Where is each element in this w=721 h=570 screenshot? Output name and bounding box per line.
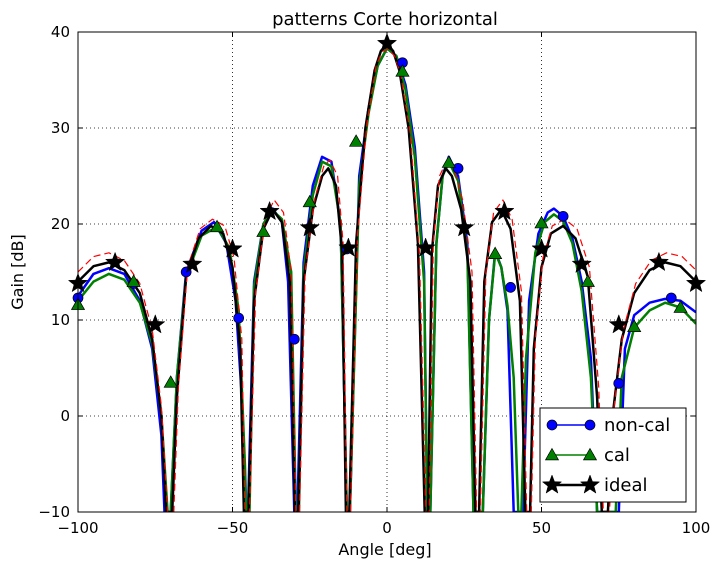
marker-non-cal bbox=[233, 312, 245, 324]
y-tick-label: 40 bbox=[51, 23, 70, 41]
x-tick-label: 0 bbox=[382, 519, 392, 537]
marker-cal bbox=[534, 215, 549, 229]
marker-cal bbox=[256, 224, 271, 237]
y-tick-label: 30 bbox=[51, 119, 70, 137]
marker-ideal bbox=[454, 217, 475, 237]
y-tick-label: 10 bbox=[51, 311, 70, 329]
marker-non-cal bbox=[665, 292, 677, 304]
marker-ideal bbox=[259, 200, 280, 221]
marker-ideal bbox=[299, 217, 320, 237]
series-line-reference bbox=[78, 48, 696, 512]
legend-marker-non-cal bbox=[584, 419, 596, 431]
legend-marker-ideal bbox=[541, 474, 563, 494]
y-tick-label: 0 bbox=[60, 407, 70, 425]
legend-label-non-cal: non-cal bbox=[604, 415, 670, 436]
marker-cal bbox=[209, 219, 225, 233]
x-tick-label: −50 bbox=[217, 519, 249, 537]
marker-ideal bbox=[531, 238, 552, 258]
marker-ideal bbox=[648, 251, 670, 272]
legend-marker-cal bbox=[582, 447, 598, 461]
marker-non-cal bbox=[452, 162, 464, 174]
marker-non-cal bbox=[505, 282, 516, 293]
legend-label-ideal: ideal bbox=[604, 475, 648, 496]
marker-cal bbox=[302, 194, 317, 208]
marker-ideal bbox=[145, 314, 166, 334]
y-tick-label: −10 bbox=[38, 503, 70, 521]
x-tick-label: −100 bbox=[57, 519, 98, 537]
marker-ideal bbox=[494, 200, 515, 221]
y-tick-label: 20 bbox=[51, 215, 70, 233]
marker-ideal bbox=[415, 237, 436, 257]
legend-marker-ideal bbox=[579, 474, 601, 494]
marker-cal bbox=[488, 246, 503, 259]
x-axis-label: Angle [deg] bbox=[338, 540, 431, 559]
legend-label-cal: cal bbox=[604, 445, 630, 466]
marker-cal bbox=[627, 319, 642, 332]
marker-ideal bbox=[182, 253, 203, 273]
marker-ideal bbox=[222, 238, 243, 258]
marker-cal bbox=[163, 375, 178, 388]
marker-ideal bbox=[338, 237, 359, 257]
marker-non-cal bbox=[613, 378, 625, 389]
marker-cal bbox=[580, 274, 595, 287]
marker-ideal bbox=[571, 253, 592, 273]
marker-cal bbox=[126, 274, 141, 287]
marker-non-cal bbox=[557, 210, 569, 222]
marker-ideal bbox=[104, 251, 126, 272]
marker-ideal bbox=[608, 314, 629, 334]
legend-marker-non-cal bbox=[546, 419, 558, 431]
x-tick-label: 50 bbox=[532, 519, 551, 537]
marker-cal bbox=[395, 64, 410, 77]
x-tick-label: 100 bbox=[682, 519, 711, 537]
marker-cal bbox=[673, 300, 688, 313]
marker-group bbox=[67, 32, 707, 389]
chart-title: patterns Corte horizontal bbox=[272, 9, 498, 30]
marker-cal bbox=[441, 155, 456, 168]
y-axis-label: Gain [dB] bbox=[8, 234, 27, 310]
legend: non-cal cal ideal bbox=[539, 407, 687, 503]
marker-ideal bbox=[376, 32, 398, 53]
legend-marker-cal bbox=[544, 447, 560, 461]
marker-cal bbox=[348, 134, 364, 147]
marker-non-cal bbox=[288, 333, 300, 345]
